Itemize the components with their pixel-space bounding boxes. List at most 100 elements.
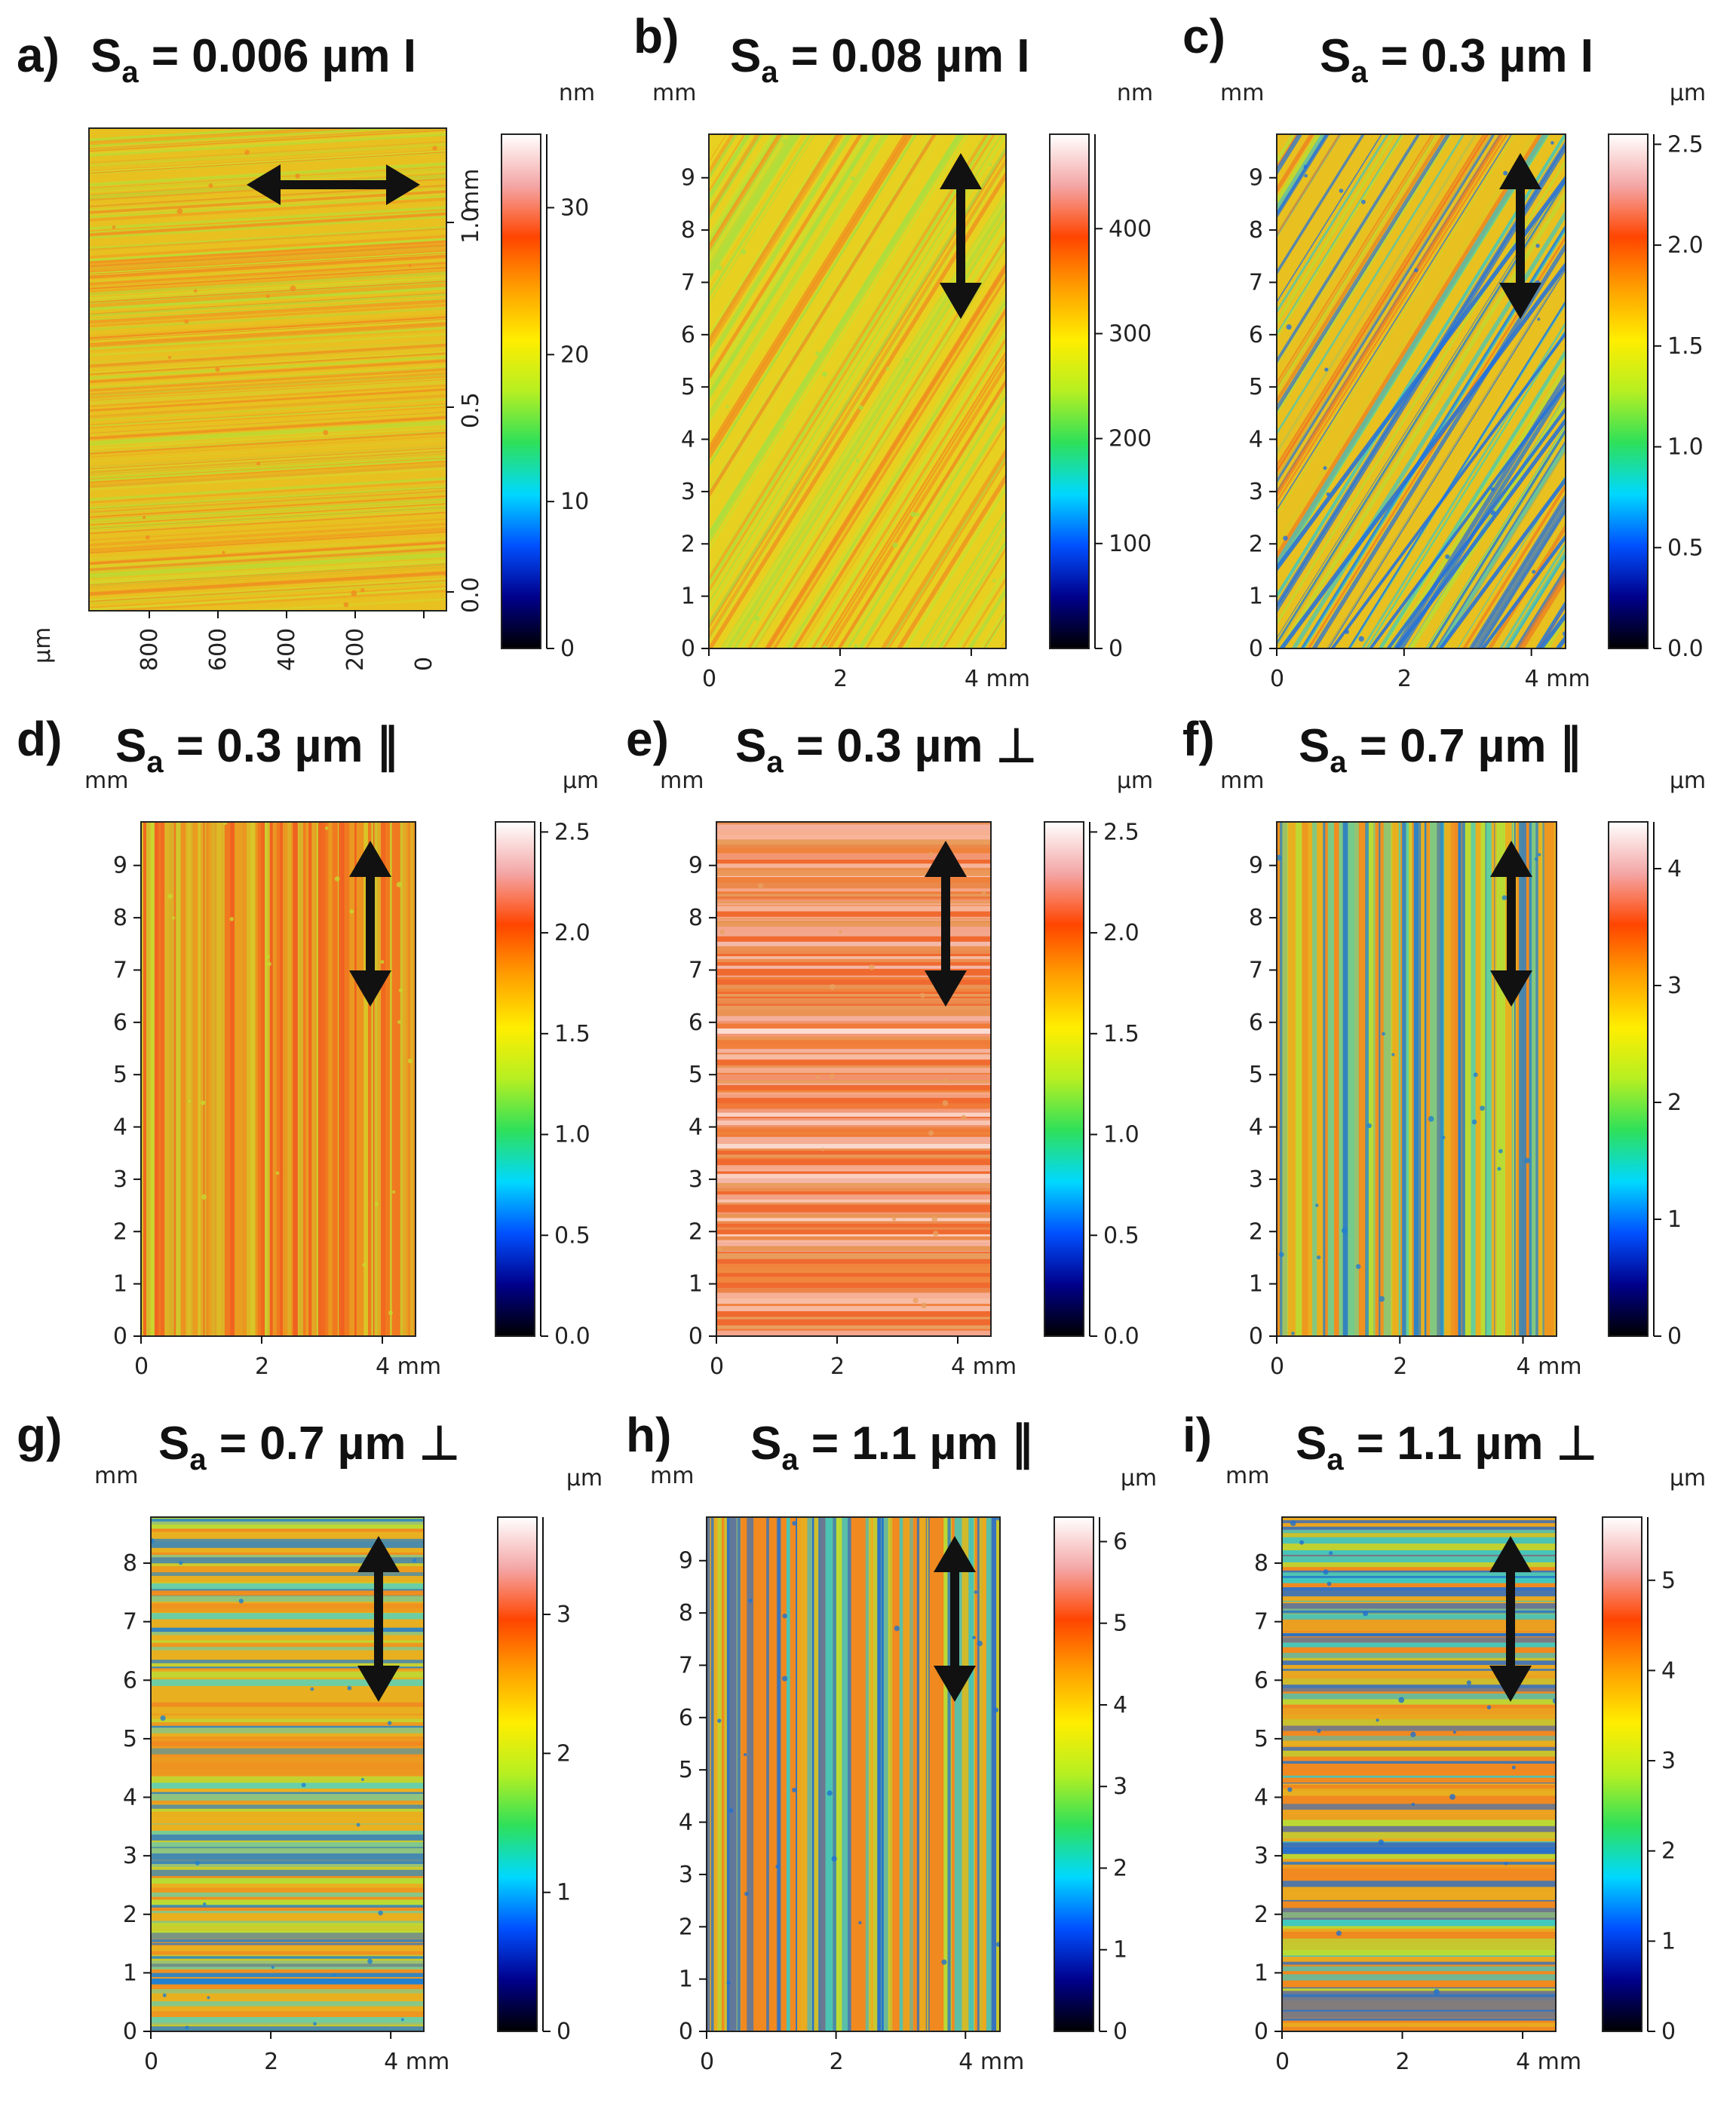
y-tick-label: 4 bbox=[1254, 1785, 1268, 1811]
panel-label: f) bbox=[1182, 712, 1215, 766]
title-value: = 1.1 µm ⊥ bbox=[1344, 1418, 1597, 1470]
y-tick-label: 8 bbox=[681, 217, 695, 244]
y-tick-label: 7 bbox=[1249, 269, 1263, 296]
y-tick-label: 2 bbox=[1249, 531, 1263, 557]
colorbar bbox=[497, 1516, 538, 2032]
y-tick-label: 8 bbox=[1249, 905, 1263, 931]
y-tick-label: 7 bbox=[679, 1652, 693, 1678]
title-value: = 0.3 µm ⊥ bbox=[784, 720, 1037, 772]
y-tick-label: 9 bbox=[113, 853, 127, 879]
y-tick-label: 2 bbox=[113, 1219, 127, 1245]
colorbar-tick-label: 2 bbox=[1667, 1090, 1682, 1116]
y-tick-label: 7 bbox=[1254, 1609, 1268, 1635]
y-tick-label: 0 bbox=[113, 1323, 127, 1350]
direction-arrow-icon bbox=[934, 1536, 976, 1702]
colorbar-tick-label: 1.5 bbox=[1667, 333, 1704, 360]
x-tick-label: 4 mm bbox=[965, 666, 1030, 692]
colorbar bbox=[495, 821, 535, 1337]
colorbar bbox=[1049, 133, 1090, 649]
direction-arrow-icon bbox=[1499, 153, 1541, 319]
y-tick-label: 4 bbox=[113, 1114, 127, 1141]
colorbar-unit: µm bbox=[1670, 1465, 1706, 1491]
colorbar-tick-label: 10 bbox=[560, 489, 589, 515]
title-subscript: a bbox=[1327, 1443, 1344, 1476]
title-value: = 0.08 µm I bbox=[778, 30, 1030, 82]
y-tick-label: 6 bbox=[113, 1010, 127, 1036]
axis-unit: mm bbox=[84, 768, 128, 794]
colorbar-tick-label: 1 bbox=[1661, 1928, 1676, 1954]
colorbar-tick-label: 2.0 bbox=[1667, 232, 1704, 259]
y-tick-label: 3 bbox=[681, 479, 695, 505]
panel-label: e) bbox=[626, 712, 669, 766]
y-tick-label: 9 bbox=[1249, 853, 1263, 879]
y-tick-label: 1.0 bbox=[458, 207, 484, 244]
colorbar-tick-label: 0.5 bbox=[554, 1222, 590, 1249]
y-tick-label: 8 bbox=[689, 905, 703, 931]
colorbar-unit: µm bbox=[1670, 80, 1706, 106]
colorbar-tick-label: 3 bbox=[1113, 1773, 1127, 1800]
x-tick-label: 2 bbox=[830, 1353, 845, 1380]
colorbar-tick-label: 3 bbox=[1667, 973, 1682, 999]
direction-arrow-icon bbox=[247, 164, 420, 205]
title-symbol: S bbox=[735, 720, 766, 772]
colorbar-tick-label: 200 bbox=[1109, 426, 1152, 452]
colorbar-tick-label: 0 bbox=[560, 636, 575, 662]
direction-arrow-icon bbox=[357, 1536, 400, 1702]
x-tick-label: 0 bbox=[710, 1353, 724, 1380]
y-tick-label: 8 bbox=[1254, 1550, 1268, 1577]
y-tick-label: 7 bbox=[689, 957, 703, 983]
panel-label: i) bbox=[1182, 1408, 1212, 1462]
y-tick-label: 2 bbox=[679, 1914, 693, 1940]
panel-a: a) Sa = 0.006 µm Iµm 800 600 400 200 00.00.51.… bbox=[17, 28, 595, 671]
panel-title: Sa = 0.3 µm I bbox=[1320, 30, 1593, 89]
y-tick-label: 6 bbox=[123, 1667, 137, 1694]
title-subscript: a bbox=[121, 56, 139, 89]
y-tick-label: 9 bbox=[689, 853, 703, 879]
y-tick-label: 4 bbox=[1249, 1114, 1263, 1141]
axis-unit: mm bbox=[1220, 768, 1264, 794]
panel-label: d) bbox=[17, 712, 62, 766]
direction-arrow-icon bbox=[1489, 1536, 1532, 1702]
colorbar-tick-label: 0 bbox=[557, 2019, 571, 2045]
plot-frame bbox=[140, 821, 416, 1337]
x-tick-label: 4 mm bbox=[376, 1353, 441, 1380]
x-tick-label: 2 bbox=[833, 666, 848, 692]
panel-label: a) bbox=[17, 28, 60, 82]
y-tick-label: 6 bbox=[681, 322, 695, 348]
y-tick-label: 1 bbox=[1249, 584, 1263, 610]
colorbar-tick-label: 5 bbox=[1113, 1611, 1127, 1637]
y-tick-label: 3 bbox=[113, 1166, 127, 1193]
title-subscript: a bbox=[146, 746, 164, 779]
panel-title: Sa = 0.3 µm ∥ bbox=[115, 720, 400, 779]
panel-title: Sa = 0.7 µm ⊥ bbox=[158, 1418, 460, 1476]
panel-c: c) Sa = 0.3 µm I mm 0 1 2 3 4 5 6 7 8 9 0 2 4 mm µm 0.0 0.… bbox=[1182, 9, 1706, 692]
panel-title: Sa = 0.08 µm I bbox=[730, 30, 1029, 89]
y-tick-label: 0 bbox=[123, 2019, 137, 2045]
colorbar-tick-label: 0.5 bbox=[1103, 1222, 1139, 1249]
axis-unit: mm bbox=[650, 1463, 694, 1489]
title-symbol: S bbox=[158, 1418, 189, 1470]
title-subscript: a bbox=[189, 1443, 207, 1476]
x-tick-label: 2 bbox=[1396, 2049, 1410, 2075]
y-tick-label: 7 bbox=[123, 1609, 137, 1635]
direction-arrow-icon bbox=[940, 153, 982, 319]
plot-frame bbox=[1276, 133, 1566, 649]
y-tick-label: 5 bbox=[679, 1757, 693, 1783]
colorbar-tick-label: 6 bbox=[1113, 1528, 1127, 1555]
y-tick-label: 1 bbox=[113, 1271, 127, 1298]
y-tick-label: 5 bbox=[1254, 1726, 1268, 1752]
title-symbol: S bbox=[1320, 30, 1351, 82]
y-tick-label: 0 bbox=[679, 2019, 693, 2045]
surface-map bbox=[151, 1517, 424, 2031]
y-tick-label: 0.5 bbox=[458, 392, 484, 428]
colorbar-tick-label: 1 bbox=[1667, 1206, 1682, 1233]
x-tick-label: 4 mm bbox=[1516, 2049, 1581, 2075]
y-tick-label: 5 bbox=[681, 374, 695, 400]
y-tick-label: 6 bbox=[1254, 1667, 1268, 1694]
colorbar-unit: nm bbox=[1117, 80, 1153, 106]
y-tick-label: 3 bbox=[1249, 479, 1263, 505]
x-tick-label: 0 bbox=[700, 2049, 714, 2075]
colorbar-tick-label: 1 bbox=[557, 1880, 571, 1906]
panel-label: h) bbox=[626, 1408, 671, 1462]
y-tick-label: 7 bbox=[681, 269, 695, 296]
